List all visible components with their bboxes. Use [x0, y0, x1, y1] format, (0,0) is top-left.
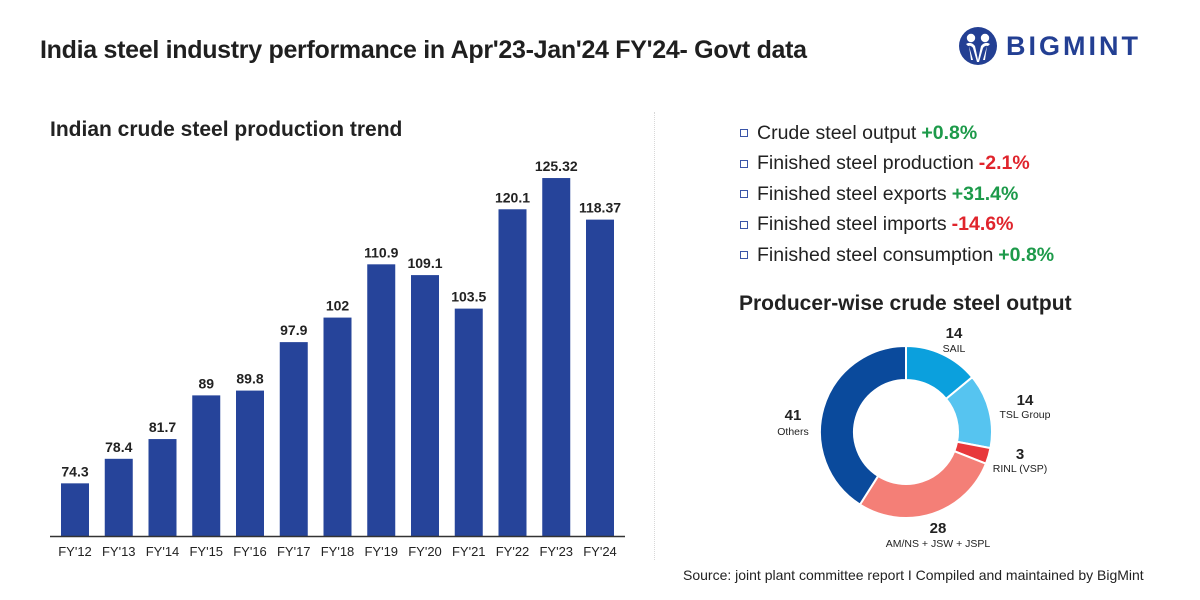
bar-FY16: [236, 390, 264, 536]
x-tick-label: FY'17: [277, 544, 311, 559]
donut-category-label: AM/NS + JSW + JSPL: [886, 538, 991, 550]
bar-FY14: [148, 439, 177, 536]
x-tick-label: FY'21: [452, 544, 486, 559]
kpi-value: +0.8%: [921, 121, 978, 144]
kpi-item: Finished steel production -2.1%: [740, 149, 1054, 180]
donut-category-label: SAIL: [943, 343, 966, 355]
x-tick-label: FY'16: [233, 544, 267, 559]
donut-slice-sail: [905, 344, 974, 401]
bar-data-label: 118.37: [579, 200, 621, 216]
kpi-label: Finished steel production: [757, 152, 974, 175]
square-bullet-icon: [740, 220, 748, 229]
bar-chart-title: Indian crude steel production trend: [50, 118, 403, 141]
page-title: India steel industry performance in Apr'…: [40, 36, 807, 64]
bar-data-label: 102: [326, 298, 350, 314]
x-tick-label: FY'22: [496, 544, 530, 559]
donut-value-label: 28: [930, 520, 947, 537]
bigmint-logo: BIGMINT: [958, 26, 1141, 66]
bar-FY17: [279, 342, 308, 536]
bar-data-label: 125.32: [535, 158, 578, 174]
square-bullet-icon: [740, 129, 748, 138]
kpi-label: Finished steel imports: [757, 213, 947, 236]
logo-text: BIGMINT: [1006, 30, 1141, 61]
bar-FY13: [104, 458, 133, 536]
donut-category-label: Others: [777, 426, 809, 438]
kpi-label: Crude steel output: [757, 121, 917, 144]
kpi-value: +31.4%: [951, 182, 1019, 205]
x-tick-label: FY'15: [189, 544, 223, 559]
bar-data-label: 81.7: [149, 419, 176, 435]
kpi-value: -14.6%: [951, 213, 1014, 236]
donut-chart-title: Producer-wise crude steel output: [739, 292, 1072, 315]
x-tick-label: FY'12: [58, 544, 92, 559]
bar-FY21: [454, 308, 483, 536]
bar-FY15: [192, 395, 221, 536]
section-divider: [654, 112, 655, 560]
kpi-label: Finished steel exports: [757, 182, 947, 205]
bar-FY19: [367, 264, 396, 536]
kpi-item: Finished steel exports +31.4%: [740, 179, 1054, 210]
x-tick-label: FY'23: [539, 544, 573, 559]
donut-slice-others: [819, 344, 907, 506]
bar-FY20: [411, 275, 439, 536]
x-tick-label: FY'20: [408, 544, 442, 559]
source-note: Source: joint plant committee report I C…: [683, 567, 1144, 583]
kpi-value: +0.8%: [998, 243, 1055, 266]
donut-value-label: 14: [1017, 392, 1034, 409]
kpi-item: Finished steel consumption +0.8%: [740, 240, 1054, 271]
donut-slice-rinl-vsp: [953, 440, 992, 465]
bar-data-label: 120.1: [495, 189, 530, 205]
kpi-item: Finished steel imports -14.6%: [740, 210, 1054, 241]
donut-category-label: RINL (VSP): [993, 463, 1047, 475]
bar-data-label: 89.8: [236, 371, 263, 387]
bar-FY12: [61, 483, 89, 536]
bar-FY18: [323, 317, 352, 536]
square-bullet-icon: [740, 190, 748, 199]
bar-chart: 74.3 FY'12 78.4 FY'13 81.7 FY'14 89 FY'15 89.8 FY…: [50, 158, 625, 559]
bar-data-label: 97.9: [280, 322, 307, 338]
bar-FY23: [542, 178, 571, 537]
bigmint-logo-icon: [959, 27, 997, 65]
donut-value-label: 41: [785, 407, 802, 424]
donut-slice-tsl-group: [944, 375, 993, 450]
kpi-list: Crude steel output +0.8% Finished steel …: [740, 118, 1054, 271]
x-tick-label: FY'18: [321, 544, 355, 559]
bar-data-label: 109.1: [407, 255, 442, 271]
kpi-value: -2.1%: [978, 152, 1030, 175]
square-bullet-icon: [740, 159, 748, 168]
x-tick-label: FY'14: [146, 544, 180, 559]
x-tick-label: FY'19: [364, 544, 398, 559]
bar-data-label: 103.5: [451, 289, 486, 305]
donut-value-label: 14: [946, 325, 963, 342]
x-tick-label: FY'13: [102, 544, 136, 559]
donut-category-label: TSL Group: [1000, 409, 1051, 421]
donut-slice-am-ns-jsw-jspl: [858, 449, 988, 519]
bar-data-label: 89: [198, 375, 214, 391]
kpi-label: Finished steel consumption: [757, 243, 994, 266]
bar-FY22: [498, 209, 527, 536]
x-tick-label: FY'24: [583, 544, 617, 559]
square-bullet-icon: [740, 251, 748, 260]
kpi-item: Crude steel output +0.8%: [740, 118, 1054, 149]
bar-data-label: 74.3: [61, 463, 88, 479]
donut-value-label: 3: [1016, 446, 1024, 463]
bar-FY24: [586, 219, 614, 536]
bar-data-label: 110.9: [364, 244, 398, 260]
bar-data-label: 78.4: [105, 439, 132, 455]
